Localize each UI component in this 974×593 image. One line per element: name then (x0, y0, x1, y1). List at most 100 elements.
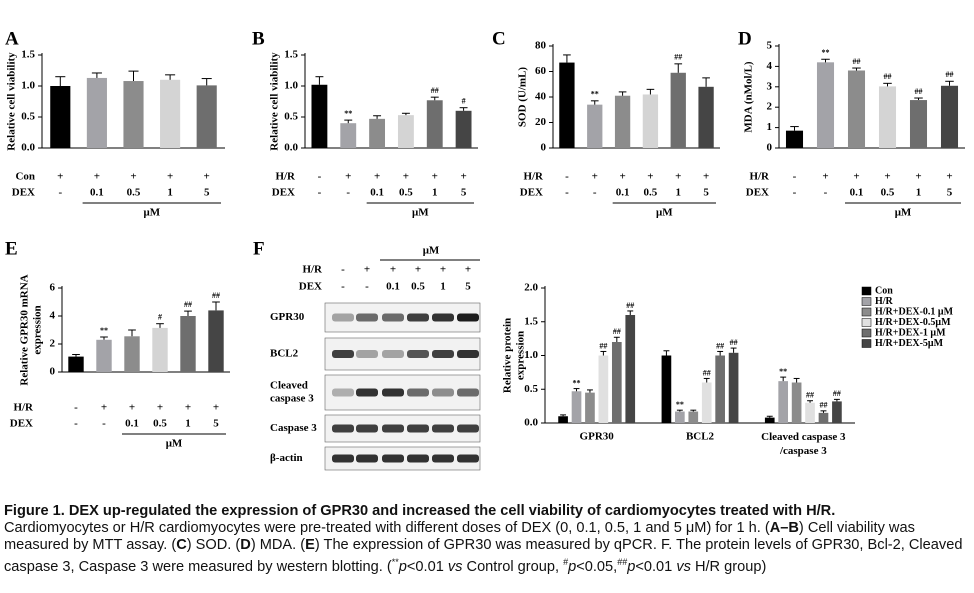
bar (426, 100, 443, 148)
bar (715, 355, 725, 423)
blot-band (457, 424, 479, 433)
panel-letter: E (5, 238, 18, 259)
panel-letter: B (252, 28, 265, 49)
row-label: + (432, 171, 438, 183)
significance: ## (703, 368, 711, 377)
blot-band (407, 388, 429, 397)
row-label: 5 (947, 187, 953, 199)
y-tick-label: 1.0 (21, 80, 35, 92)
significance: ## (184, 300, 192, 309)
bar (124, 336, 140, 372)
bar (675, 411, 685, 423)
panel-letter: D (738, 28, 752, 49)
row-label: - (565, 187, 569, 199)
significance: ## (915, 87, 923, 96)
legend-label: H/R+DEX-0.1 μM (875, 306, 954, 317)
bar (832, 401, 842, 423)
row-label: 0.5 (127, 187, 141, 199)
row-label: - (318, 187, 322, 199)
caption-text: ) SOD. ( (186, 537, 241, 553)
blot-band (432, 388, 454, 397)
bar (196, 85, 217, 148)
unit: μM (412, 207, 429, 219)
row-label: 5 (213, 418, 219, 430)
bar (611, 342, 622, 423)
row-label: + (884, 171, 890, 183)
bar (96, 339, 112, 372)
row-label: - (365, 281, 369, 293)
bar (614, 95, 631, 148)
row-label: + (157, 402, 163, 414)
band-label: GPR30 (270, 311, 305, 323)
significance: ## (599, 341, 607, 350)
y-tick-label: 4 (50, 310, 56, 322)
caption-text: C (176, 537, 187, 553)
blot-band (332, 350, 354, 358)
row-label: - (793, 171, 797, 183)
caption-text: ) MDA. ( (250, 537, 306, 553)
legend-label: H/R (875, 296, 894, 307)
significance: ## (884, 72, 892, 81)
row-label: 0.1 (386, 281, 400, 293)
row-label: 0.1 (616, 187, 630, 199)
row-label: 1 (440, 281, 446, 293)
bar (878, 86, 897, 148)
x-tick-label: Cleaved caspase 3/caspase 3 (761, 431, 846, 457)
caption-text: H/R group) (690, 558, 767, 575)
legend-swatch (861, 328, 872, 338)
y-axis-label: SOD (U/mL) (517, 67, 529, 128)
row-label: 1 (676, 187, 682, 199)
caption-text: Cardiomyocytes or H/R cardiomyocytes wer… (4, 520, 770, 536)
y-tick-label: 6 (50, 282, 56, 294)
caption-text: E (305, 537, 315, 553)
caption-text: A–B (769, 520, 799, 536)
bar (688, 411, 699, 423)
bar (311, 84, 328, 148)
band-label: β-actin (270, 452, 303, 464)
y-tick-label: 4 (767, 60, 773, 72)
caption-text: p (568, 558, 577, 575)
blot-band (332, 388, 354, 397)
bar (585, 392, 595, 423)
blot-band (356, 350, 378, 358)
legend-swatch (861, 307, 872, 317)
caption-text: ) Cell viability was measured by MTT ass… (4, 520, 915, 553)
row-label: 0.5 (411, 281, 425, 293)
y-tick-label: 80 (535, 40, 547, 52)
legend-swatch (861, 286, 872, 296)
blot-band (356, 388, 378, 397)
caption-text: p (627, 558, 636, 575)
bar (123, 81, 144, 148)
row-label: 0.5 (399, 187, 413, 199)
blot-band (332, 313, 354, 322)
row-name: DEX (10, 418, 33, 430)
y-axis-label: Relative cell viability (269, 52, 281, 151)
bar (778, 381, 789, 423)
row-label: + (374, 171, 380, 183)
blot-band (457, 454, 479, 463)
caption-text: <0.01 (635, 558, 677, 575)
caption-text: vs (447, 558, 463, 575)
row-label: 1 (432, 187, 438, 199)
x-tick-label: BCL2 (686, 431, 715, 443)
y-axis-label: expression (32, 305, 44, 354)
row-label: + (592, 171, 598, 183)
row-label: + (440, 264, 446, 276)
y-tick-label: 2 (50, 338, 56, 350)
significance: ** (822, 48, 830, 57)
y-tick-label: 3 (767, 80, 773, 92)
row-label: - (341, 281, 345, 293)
row-label: + (345, 171, 351, 183)
row-label: + (703, 171, 709, 183)
caption-text: p (398, 558, 407, 575)
row-label: - (74, 402, 78, 414)
bar (598, 355, 609, 423)
blot-band (332, 454, 354, 463)
unit: μM (166, 438, 183, 450)
y-axis-label: Relative protein (502, 318, 514, 393)
row-label: - (318, 171, 322, 183)
row-label: - (824, 187, 828, 199)
row-label: + (465, 264, 471, 276)
row-label: + (390, 264, 396, 276)
